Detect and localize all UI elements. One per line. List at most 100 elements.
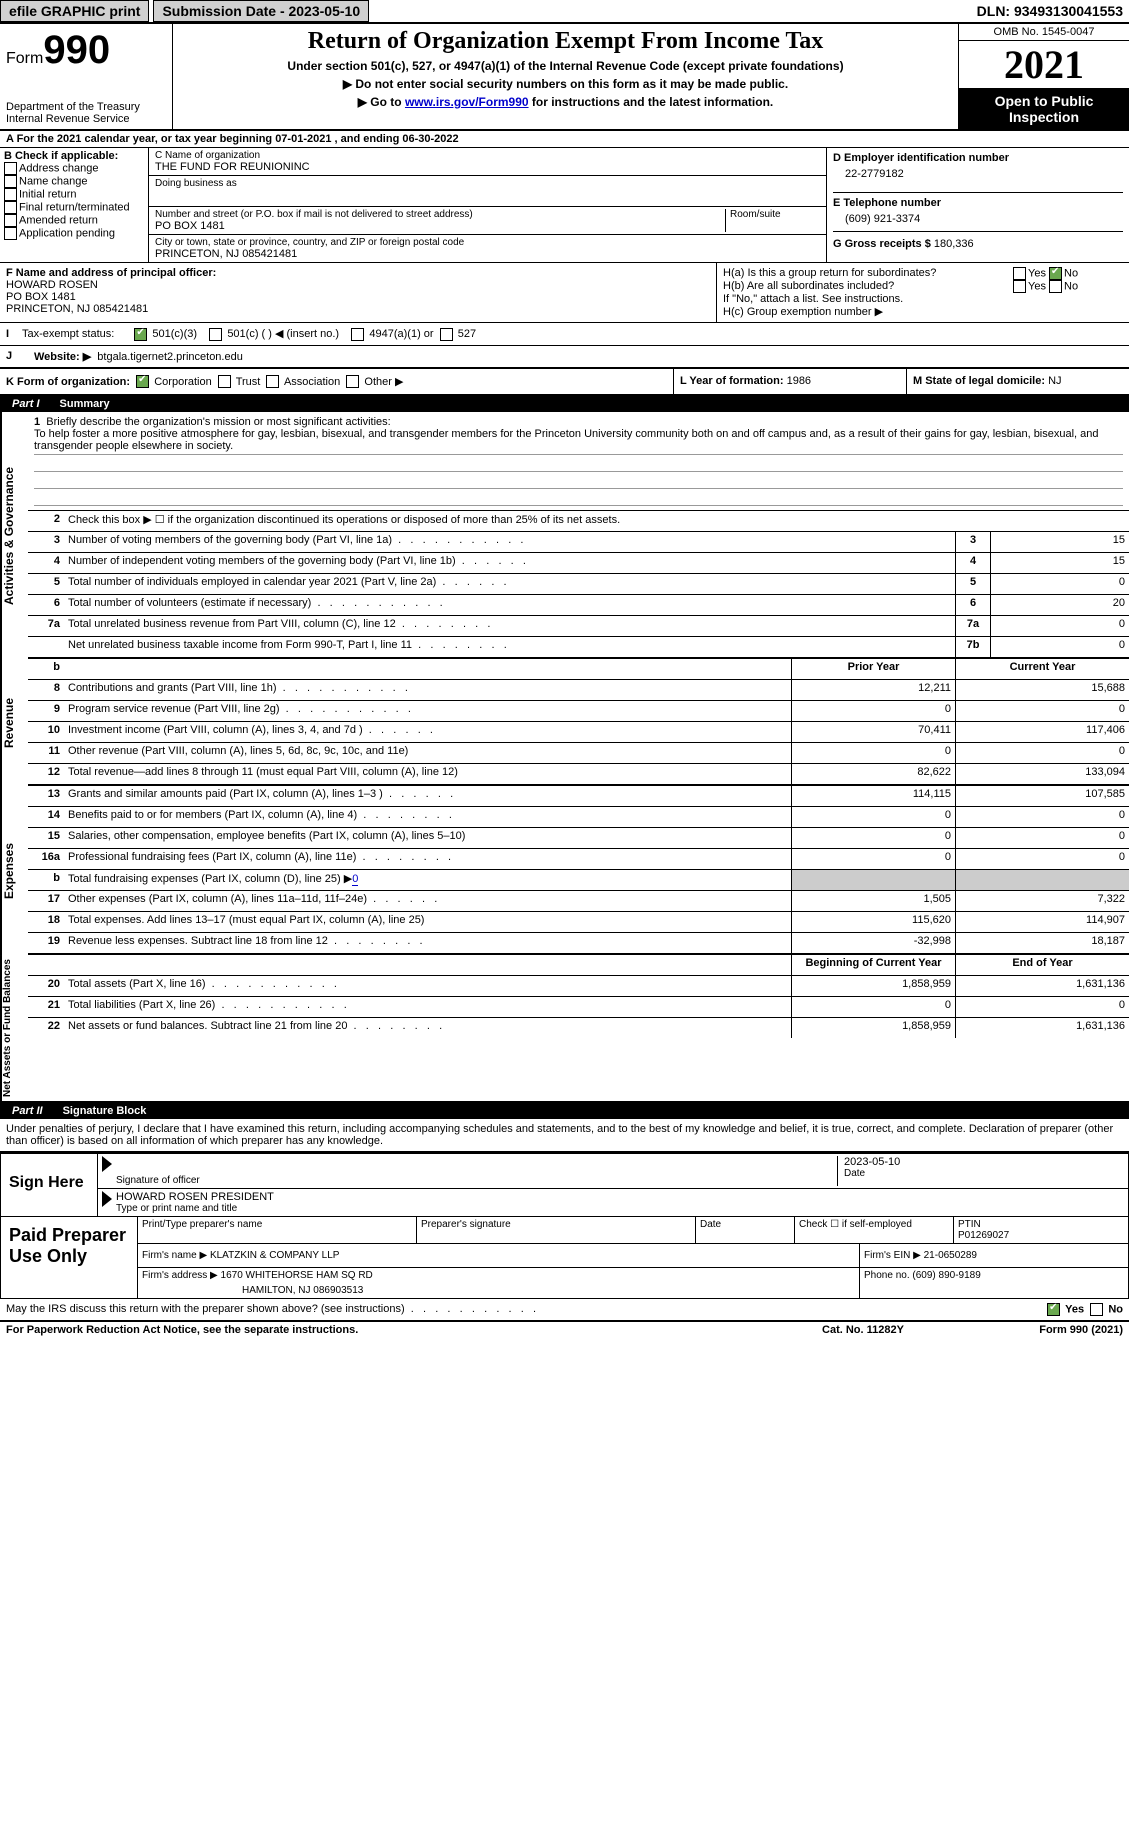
ssn-warning: ▶ Do not enter social security numbers o…: [177, 77, 954, 91]
footer: For Paperwork Reduction Act Notice, see …: [0, 1322, 1129, 1338]
row-j-key: J: [0, 346, 28, 367]
preparer-block: Paid Preparer Use Only Print/Type prepar…: [0, 1217, 1129, 1299]
arrow-icon: [102, 1191, 112, 1207]
revenue-section: Revenue b Prior Year Current Year 8Contr…: [0, 659, 1129, 786]
discuss-yes-check[interactable]: [1047, 1303, 1060, 1316]
check-501c3[interactable]: [134, 328, 147, 341]
hc-label: H(c) Group exemption number ▶: [723, 305, 1123, 318]
ha-answers: Yes No: [1013, 267, 1123, 280]
state-domicile: M State of legal domicile: NJ: [907, 369, 1129, 395]
address-block: Number and street (or P.O. box if mail i…: [149, 207, 826, 235]
line-6: 6Total number of volunteers (estimate if…: [28, 595, 1129, 616]
section-f-h: F Name and address of principal officer:…: [0, 263, 1129, 323]
line-17: 17Other expenses (Part IX, column (A), l…: [28, 891, 1129, 912]
net-header-row: Beginning of Current Year End of Year: [28, 955, 1129, 976]
dba-label: Doing business as: [155, 178, 820, 189]
sig-date-col: 2023-05-10 Date: [837, 1156, 1124, 1186]
officer-label: F Name and address of principal officer:: [6, 267, 710, 279]
ein-label: D Employer identification number: [833, 152, 1123, 164]
org-name-block: C Name of organization THE FUND FOR REUN…: [149, 148, 826, 176]
line-14: 14Benefits paid to or for members (Part …: [28, 807, 1129, 828]
check-501c[interactable]: [209, 328, 222, 341]
cat-number: Cat. No. 11282Y: [763, 1324, 963, 1336]
side-revenue: Revenue: [0, 659, 28, 786]
discuss-question: May the IRS discuss this return with the…: [6, 1303, 1047, 1316]
line-15: 15Salaries, other compensation, employee…: [28, 828, 1129, 849]
prep-sig-label: Preparer's signature: [417, 1217, 696, 1243]
line-5: 5Total number of individuals employed in…: [28, 574, 1129, 595]
line-12: 12Total revenue—add lines 8 through 11 (…: [28, 764, 1129, 786]
line-20: 20Total assets (Part X, line 16) 1,858,9…: [28, 976, 1129, 997]
hb-no-check[interactable]: [1049, 280, 1062, 293]
check-initial-return[interactable]: Initial return: [4, 188, 144, 201]
column-c: C Name of organization THE FUND FOR REUN…: [149, 148, 827, 262]
printed-name-label: Type or print name and title: [116, 1203, 274, 1214]
efile-print-button[interactable]: efile GRAPHIC print: [0, 0, 149, 22]
line-10: 10Investment income (Part VIII, column (…: [28, 722, 1129, 743]
check-address-change[interactable]: Address change: [4, 162, 144, 175]
goto-suffix: for instructions and the latest informat…: [529, 95, 774, 109]
column-b: B Check if applicable: Address change Na…: [0, 148, 149, 262]
prep-name-label: Print/Type preparer's name: [138, 1217, 417, 1243]
signature-block: Sign Here Signature of officer 2023-05-1…: [0, 1152, 1129, 1217]
hb-yes-check[interactable]: [1013, 280, 1026, 293]
website-row: J Website: ▶ btgala.tigernet2.princeton.…: [0, 346, 1129, 369]
check-name-change[interactable]: Name change: [4, 175, 144, 188]
line-2: 2Check this box ▶ ☐ if the organization …: [28, 511, 1129, 532]
part-1-header: Part I Summary: [0, 396, 1129, 412]
irs-link[interactable]: www.irs.gov/Form990: [405, 95, 529, 109]
org-name: THE FUND FOR REUNIONINC: [155, 161, 820, 173]
discuss-no-check[interactable]: [1090, 1303, 1103, 1316]
submission-date-button[interactable]: Submission Date - 2023-05-10: [153, 0, 369, 22]
check-527[interactable]: [440, 328, 453, 341]
ha-yes-check[interactable]: [1013, 267, 1026, 280]
form-990-number: 990: [43, 28, 110, 72]
addr-label: Number and street (or P.O. box if mail i…: [155, 209, 725, 220]
form-word: Form: [6, 50, 43, 67]
part-1-label: Part I: [0, 396, 52, 412]
line-7a: 7aTotal unrelated business revenue from …: [28, 616, 1129, 637]
check-amended-return[interactable]: Amended return: [4, 214, 144, 227]
line-1-mission: 1 Briefly describe the organization's mi…: [28, 412, 1129, 511]
firm-name-cell: Firm's name ▶ KLATZKIN & COMPANY LLP: [138, 1244, 860, 1267]
check-trust[interactable]: [218, 375, 231, 388]
form-of-org: K Form of organization: Corporation Trus…: [0, 369, 674, 395]
prep-row-1: Print/Type preparer's name Preparer's si…: [138, 1217, 1128, 1244]
line-4: 4Number of independent voting members of…: [28, 553, 1129, 574]
tel-value: (609) 921-3374: [833, 209, 1123, 231]
check-association[interactable]: [266, 375, 279, 388]
blank-line: [34, 489, 1123, 506]
expenses-section: Expenses 13Grants and similar amounts pa…: [0, 786, 1129, 955]
dept-treasury: Department of the Treasury: [6, 101, 166, 113]
ptin-cell: PTINP01269027: [954, 1217, 1128, 1243]
website-label: Website: ▶ btgala.tigernet2.princeton.ed…: [28, 346, 249, 367]
prep-self-employed: Check ☐ if self-employed: [795, 1217, 954, 1243]
room-suite-label: Room/suite: [725, 209, 820, 232]
check-application-pending[interactable]: Application pending: [4, 227, 144, 240]
ein-value: 22-2779182: [833, 164, 1123, 192]
check-other[interactable]: [346, 375, 359, 388]
tax-status-options: 501(c)(3) 501(c) ( ) ◀ (insert no.) 4947…: [114, 327, 476, 341]
side-activities: Activities & Governance: [0, 412, 28, 659]
sig-officer-row: Signature of officer 2023-05-10 Date: [98, 1154, 1128, 1189]
form-subtitle: Under section 501(c), 527, or 4947(a)(1)…: [177, 59, 954, 73]
check-4947[interactable]: [351, 328, 364, 341]
check-corporation[interactable]: [136, 375, 149, 388]
city-label: City or town, state or province, country…: [155, 237, 820, 248]
line-11: 11Other revenue (Part VIII, column (A), …: [28, 743, 1129, 764]
org-name-label: C Name of organization: [155, 150, 820, 161]
officer-addr1: PO BOX 1481: [6, 291, 710, 303]
tax-exempt-row: I Tax-exempt status: 501(c)(3) 501(c) ( …: [0, 323, 1129, 346]
part-2-label: Part II: [0, 1103, 55, 1119]
sig-name-row: HOWARD ROSEN PRESIDENT Type or print nam…: [98, 1189, 1128, 1216]
principal-officer: F Name and address of principal officer:…: [0, 263, 717, 322]
hb-answers: Yes No: [1013, 280, 1123, 293]
ha-no-check[interactable]: [1049, 267, 1062, 280]
check-final-return[interactable]: Final return/terminated: [4, 201, 144, 214]
penalties-statement: Under penalties of perjury, I declare th…: [0, 1119, 1129, 1152]
dln-label: DLN: 93493130041553: [977, 3, 1129, 19]
part-2-title: Signature Block: [55, 1103, 155, 1119]
discuss-answers: Yes No: [1047, 1303, 1123, 1316]
part-2-header: Part II Signature Block: [0, 1103, 1129, 1119]
header-right: OMB No. 1545-0047 2021 Open to Public In…: [958, 24, 1129, 129]
